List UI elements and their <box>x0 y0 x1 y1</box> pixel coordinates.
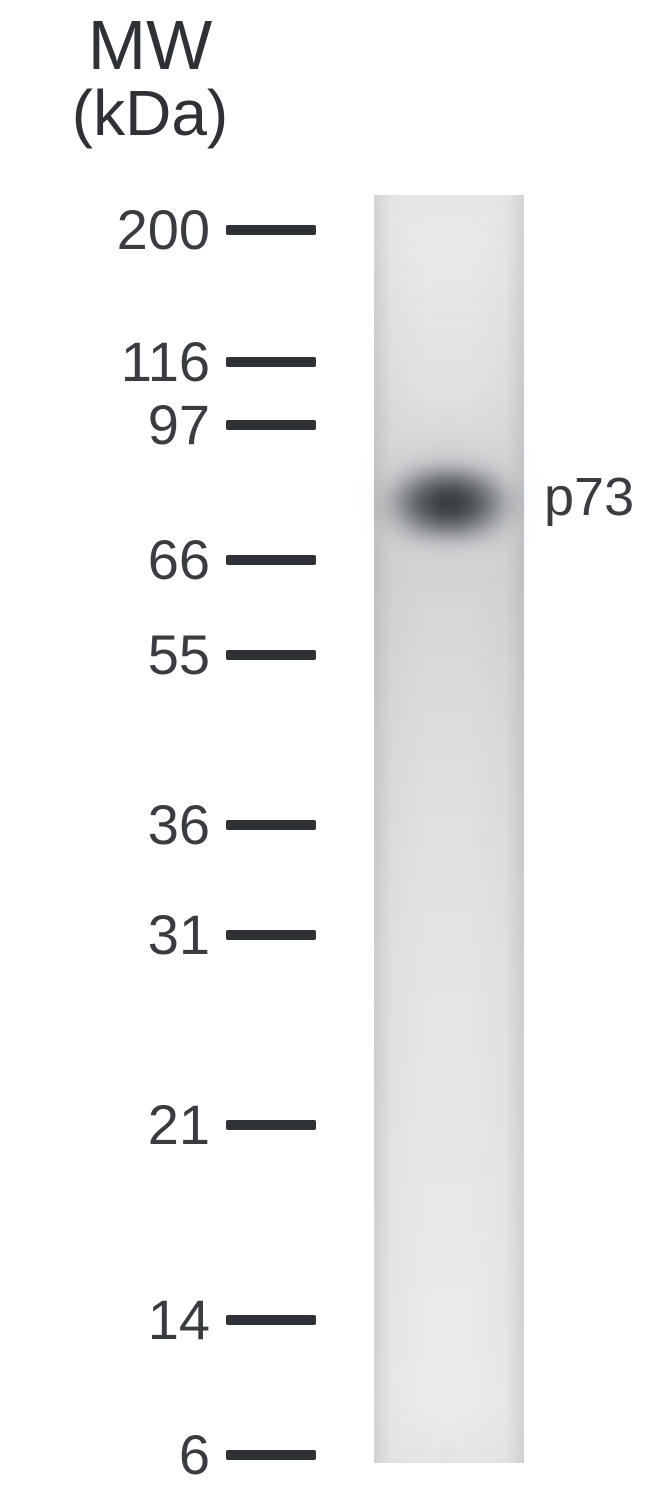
ladder-tick-mark <box>226 1450 316 1460</box>
ladder-tick-label: 31 <box>0 907 210 963</box>
western-blot-figure: MW (kDa) 200 116 97 66 55 36 31 21 14 6 p73 <box>0 0 650 1503</box>
ladder-tick-mark <box>226 820 316 830</box>
ladder-tick-label: 14 <box>0 1292 210 1348</box>
axis-header: MW (kDa) <box>30 10 270 147</box>
ladder-tick-mark <box>226 1120 316 1130</box>
ladder-tick-label: 66 <box>0 532 210 588</box>
ladder-tick-mark <box>226 225 316 235</box>
ladder-tick-mark <box>226 357 316 367</box>
ladder-tick-mark <box>226 930 316 940</box>
ladder-tick-label: 116 <box>0 334 210 390</box>
ladder-tick-label: 200 <box>0 202 210 258</box>
ladder-tick-mark <box>226 420 316 430</box>
protein-band <box>376 466 522 542</box>
axis-header-mw: MW <box>30 10 270 81</box>
ladder-tick-label: 97 <box>0 397 210 453</box>
band-label: p73 <box>544 470 634 524</box>
ladder-tick-mark <box>226 555 316 565</box>
blot-lane <box>374 195 524 1463</box>
ladder-tick-label: 55 <box>0 627 210 683</box>
ladder-tick-mark <box>226 1315 316 1325</box>
ladder-tick-mark <box>226 650 316 660</box>
ladder-tick-label: 36 <box>0 797 210 853</box>
ladder-tick-label: 6 <box>0 1427 210 1483</box>
axis-header-kda: (kDa) <box>30 81 270 146</box>
ladder-tick-label: 21 <box>0 1097 210 1153</box>
protein-band-core <box>376 466 522 542</box>
